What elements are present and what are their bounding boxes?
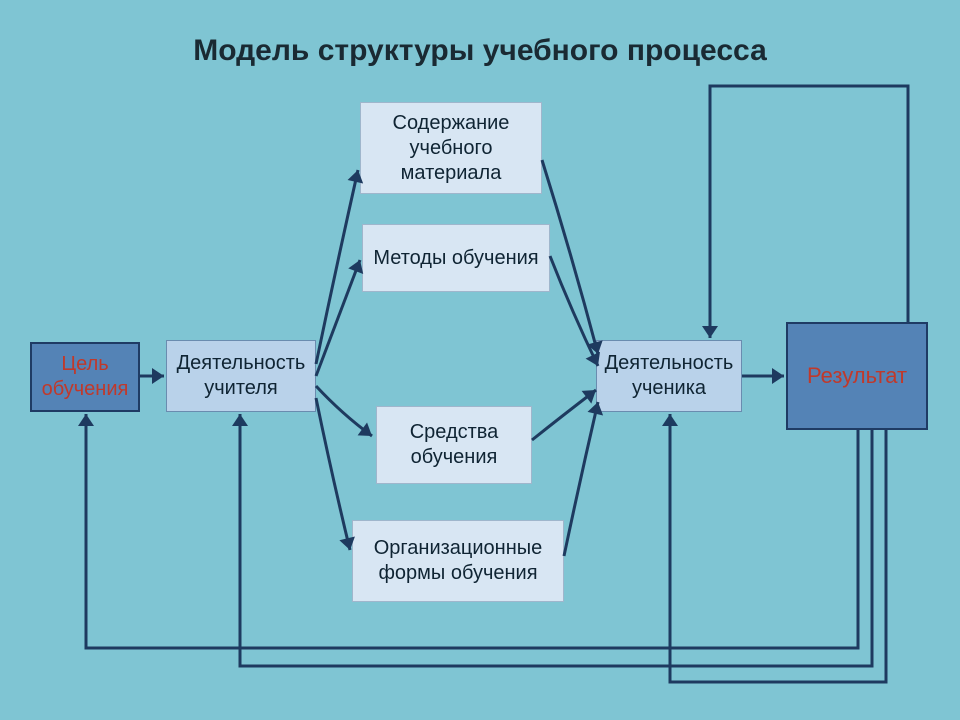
node-means: Средства обучения (376, 406, 532, 484)
node-methods: Методы обучения (362, 224, 550, 292)
diagram-canvas: Модель структуры учебного процесса Цель … (0, 0, 960, 720)
node-result: Результат (786, 322, 928, 430)
node-teacher-activity: Деятельность учителя (166, 340, 316, 412)
diagram-title: Модель структуры учебного процесса (0, 34, 960, 68)
node-student-activity: Деятельность ученика (596, 340, 742, 412)
node-content: Содержание учебного материала (360, 102, 542, 194)
node-goal: Цель обучения (30, 342, 140, 412)
node-org-forms: Организационные формы обучения (352, 520, 564, 602)
